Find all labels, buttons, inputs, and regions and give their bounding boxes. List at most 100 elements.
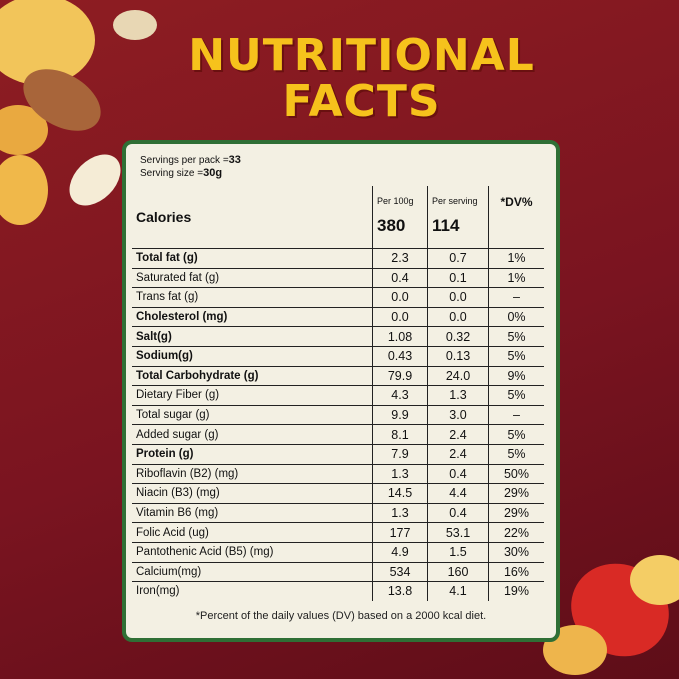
nutrient-value: 29% bbox=[488, 503, 544, 524]
nutrient-row: Protein (g) 7.9 2.4 5% bbox=[132, 444, 544, 465]
nut bbox=[113, 10, 157, 40]
header-text: Per 100g bbox=[377, 196, 414, 206]
flake bbox=[0, 105, 48, 155]
nutrient-name: Cholesterol (mg) bbox=[132, 307, 373, 328]
nutrient-name: Dietary Fiber (g) bbox=[132, 385, 373, 406]
nutrient-name: Calcium(mg) bbox=[132, 562, 373, 583]
footnote: *Percent of the daily values (DV) based … bbox=[195, 610, 487, 622]
nutrient-row: Cholesterol (mg) 0.0 0.0 0% bbox=[132, 307, 544, 328]
serving-size: Serving size =30g bbox=[140, 167, 241, 180]
nutrient-name: Saturated fat (g) bbox=[132, 268, 373, 289]
nutrient-value: 2.4 bbox=[427, 444, 489, 465]
nutrient-value: 9.9 bbox=[372, 405, 428, 426]
nutrient-value: 534 bbox=[372, 562, 428, 583]
nutrient-name: Salt(g) bbox=[132, 326, 373, 347]
column-header: Per serving 114 bbox=[427, 186, 489, 249]
nutrient-value: 0.4 bbox=[427, 503, 489, 524]
nutrient-row: Total Carbohydrate (g) 79.9 24.0 9% bbox=[132, 366, 544, 387]
nutrient-value: 1.08 bbox=[372, 326, 428, 347]
nutrient-value: 160 bbox=[427, 562, 489, 583]
label: Servings per pack = bbox=[140, 155, 229, 166]
nutrient-value: 0.43 bbox=[372, 346, 428, 367]
nutrient-value: 5% bbox=[488, 346, 544, 367]
nutrient-name: Trans fat (g) bbox=[132, 287, 373, 308]
nutrient-value: 0.0 bbox=[372, 287, 428, 308]
value: 33 bbox=[228, 154, 241, 166]
nutrient-value: 29% bbox=[488, 483, 544, 504]
nutrient-value: 22% bbox=[488, 522, 544, 543]
nutrient-name: Folic Acid (ug) bbox=[132, 522, 373, 543]
nutrient-row: Added sugar (g) 8.1 2.4 5% bbox=[132, 424, 544, 445]
peanut bbox=[69, 154, 121, 206]
nutrient-value: 0.4 bbox=[372, 268, 428, 289]
value: 30g bbox=[203, 167, 223, 179]
nutrient-value: 2.4 bbox=[427, 424, 489, 445]
nutrient-value: 0.0 bbox=[427, 287, 489, 308]
nutrient-value: – bbox=[488, 405, 544, 426]
flake bbox=[0, 0, 95, 85]
nutrient-value: 0% bbox=[488, 307, 544, 328]
nutrient-value: 16% bbox=[488, 562, 544, 583]
nutrient-row: Total sugar (g) 9.9 3.0– bbox=[132, 405, 544, 426]
nutrient-name: Iron(mg) bbox=[136, 585, 180, 598]
nutrient-value: 4.4 bbox=[427, 483, 489, 504]
nutrient-value: 4.1 bbox=[427, 581, 489, 601]
nutrient-value: 1.3 bbox=[427, 385, 489, 406]
nutrient-row: Folic Acid (ug) 177 53.1 22% bbox=[132, 522, 544, 543]
nutrient-row: Riboflavin (B2) (mg) 1.3 0.4 50% bbox=[132, 464, 544, 485]
nutrient-value: 0.0 bbox=[427, 307, 489, 328]
nutrient-name: Total Carbohydrate (g) bbox=[132, 366, 373, 387]
nutrient-value: 79.9 bbox=[372, 366, 428, 387]
title-line: NUTRITIONAL bbox=[188, 30, 535, 81]
flake bbox=[543, 625, 607, 675]
nutrient-value: 0.13 bbox=[427, 346, 489, 367]
nutrient-value: 1% bbox=[488, 248, 544, 269]
nutrient-value: 4.3 bbox=[372, 385, 428, 406]
nutrient-value: 0.1 bbox=[427, 268, 489, 289]
nutrient-row: Niacin (B3) (mg) 14.5 4.4 29% bbox=[132, 483, 544, 504]
nutrient-row: Trans fat (g) 0.0 0.0– bbox=[132, 287, 544, 308]
nutrient-value: 177 bbox=[372, 522, 428, 543]
nutrient-row: Iron(mg) 13.8 4.1 19% bbox=[132, 581, 544, 601]
nutrient-value: 0.32 bbox=[427, 326, 489, 347]
nutrient-name: Niacin (B3) (mg) bbox=[132, 483, 373, 504]
nutrient-value: 2.3 bbox=[372, 248, 428, 269]
nutrient-name: Protein (g) bbox=[132, 444, 373, 465]
calories-value: 114 bbox=[432, 216, 460, 235]
nutrient-name: Added sugar (g) bbox=[132, 424, 373, 445]
nutrient-row: Saturated fat (g) 0.4 0.1 1% bbox=[132, 268, 544, 289]
nutrient-value: 24.0 bbox=[427, 366, 489, 387]
nutrient-name: Pantothenic Acid (B5) (mg) bbox=[132, 542, 373, 563]
nutrient-value: 19% bbox=[488, 581, 544, 601]
nutrient-value: 1.3 bbox=[372, 503, 428, 524]
header-text: Per serving bbox=[432, 196, 478, 206]
nutrient-value: 30% bbox=[488, 542, 544, 563]
nutrient-value: – bbox=[488, 287, 544, 308]
calories-value: 380 bbox=[377, 216, 406, 235]
nutrient-value: 0.7 bbox=[427, 248, 489, 269]
flake bbox=[630, 555, 679, 605]
serving-info: Servings per pack =33 Serving size =30g bbox=[140, 154, 241, 180]
nutrient-value: 8.1 bbox=[372, 424, 428, 445]
nutrient-value: 5% bbox=[488, 326, 544, 347]
nutrient-value: 50% bbox=[488, 464, 544, 485]
nutrient-row: Dietary Fiber (g) 4.3 1.3 5% bbox=[132, 385, 544, 406]
nutrient-value: 1.5 bbox=[427, 542, 489, 563]
title-line: FACTS bbox=[282, 76, 441, 127]
nutrient-value: 4.9 bbox=[372, 542, 428, 563]
nutrient-value: 13.8 bbox=[372, 581, 428, 601]
nutrient-name: Total fat (g) bbox=[132, 248, 373, 269]
nutrient-name: Total sugar (g) bbox=[132, 405, 373, 426]
column-header: *DV% bbox=[488, 186, 544, 249]
flake bbox=[0, 155, 48, 225]
servings-per-pack: Servings per pack =33 bbox=[140, 154, 241, 167]
nutrient-value: 7.9 bbox=[372, 444, 428, 465]
nutrient-value: 0.4 bbox=[427, 464, 489, 485]
calories-label: Calories bbox=[132, 186, 373, 249]
nutrient-value: 3.0 bbox=[427, 405, 489, 426]
header-row: Calories Per 100g 380 Per serving 114 *DV% bbox=[132, 186, 544, 249]
nutrient-value: 5% bbox=[488, 385, 544, 406]
nutrient-row: Vitamin B6 (mg) 1.3 0.4 29% bbox=[132, 503, 544, 524]
